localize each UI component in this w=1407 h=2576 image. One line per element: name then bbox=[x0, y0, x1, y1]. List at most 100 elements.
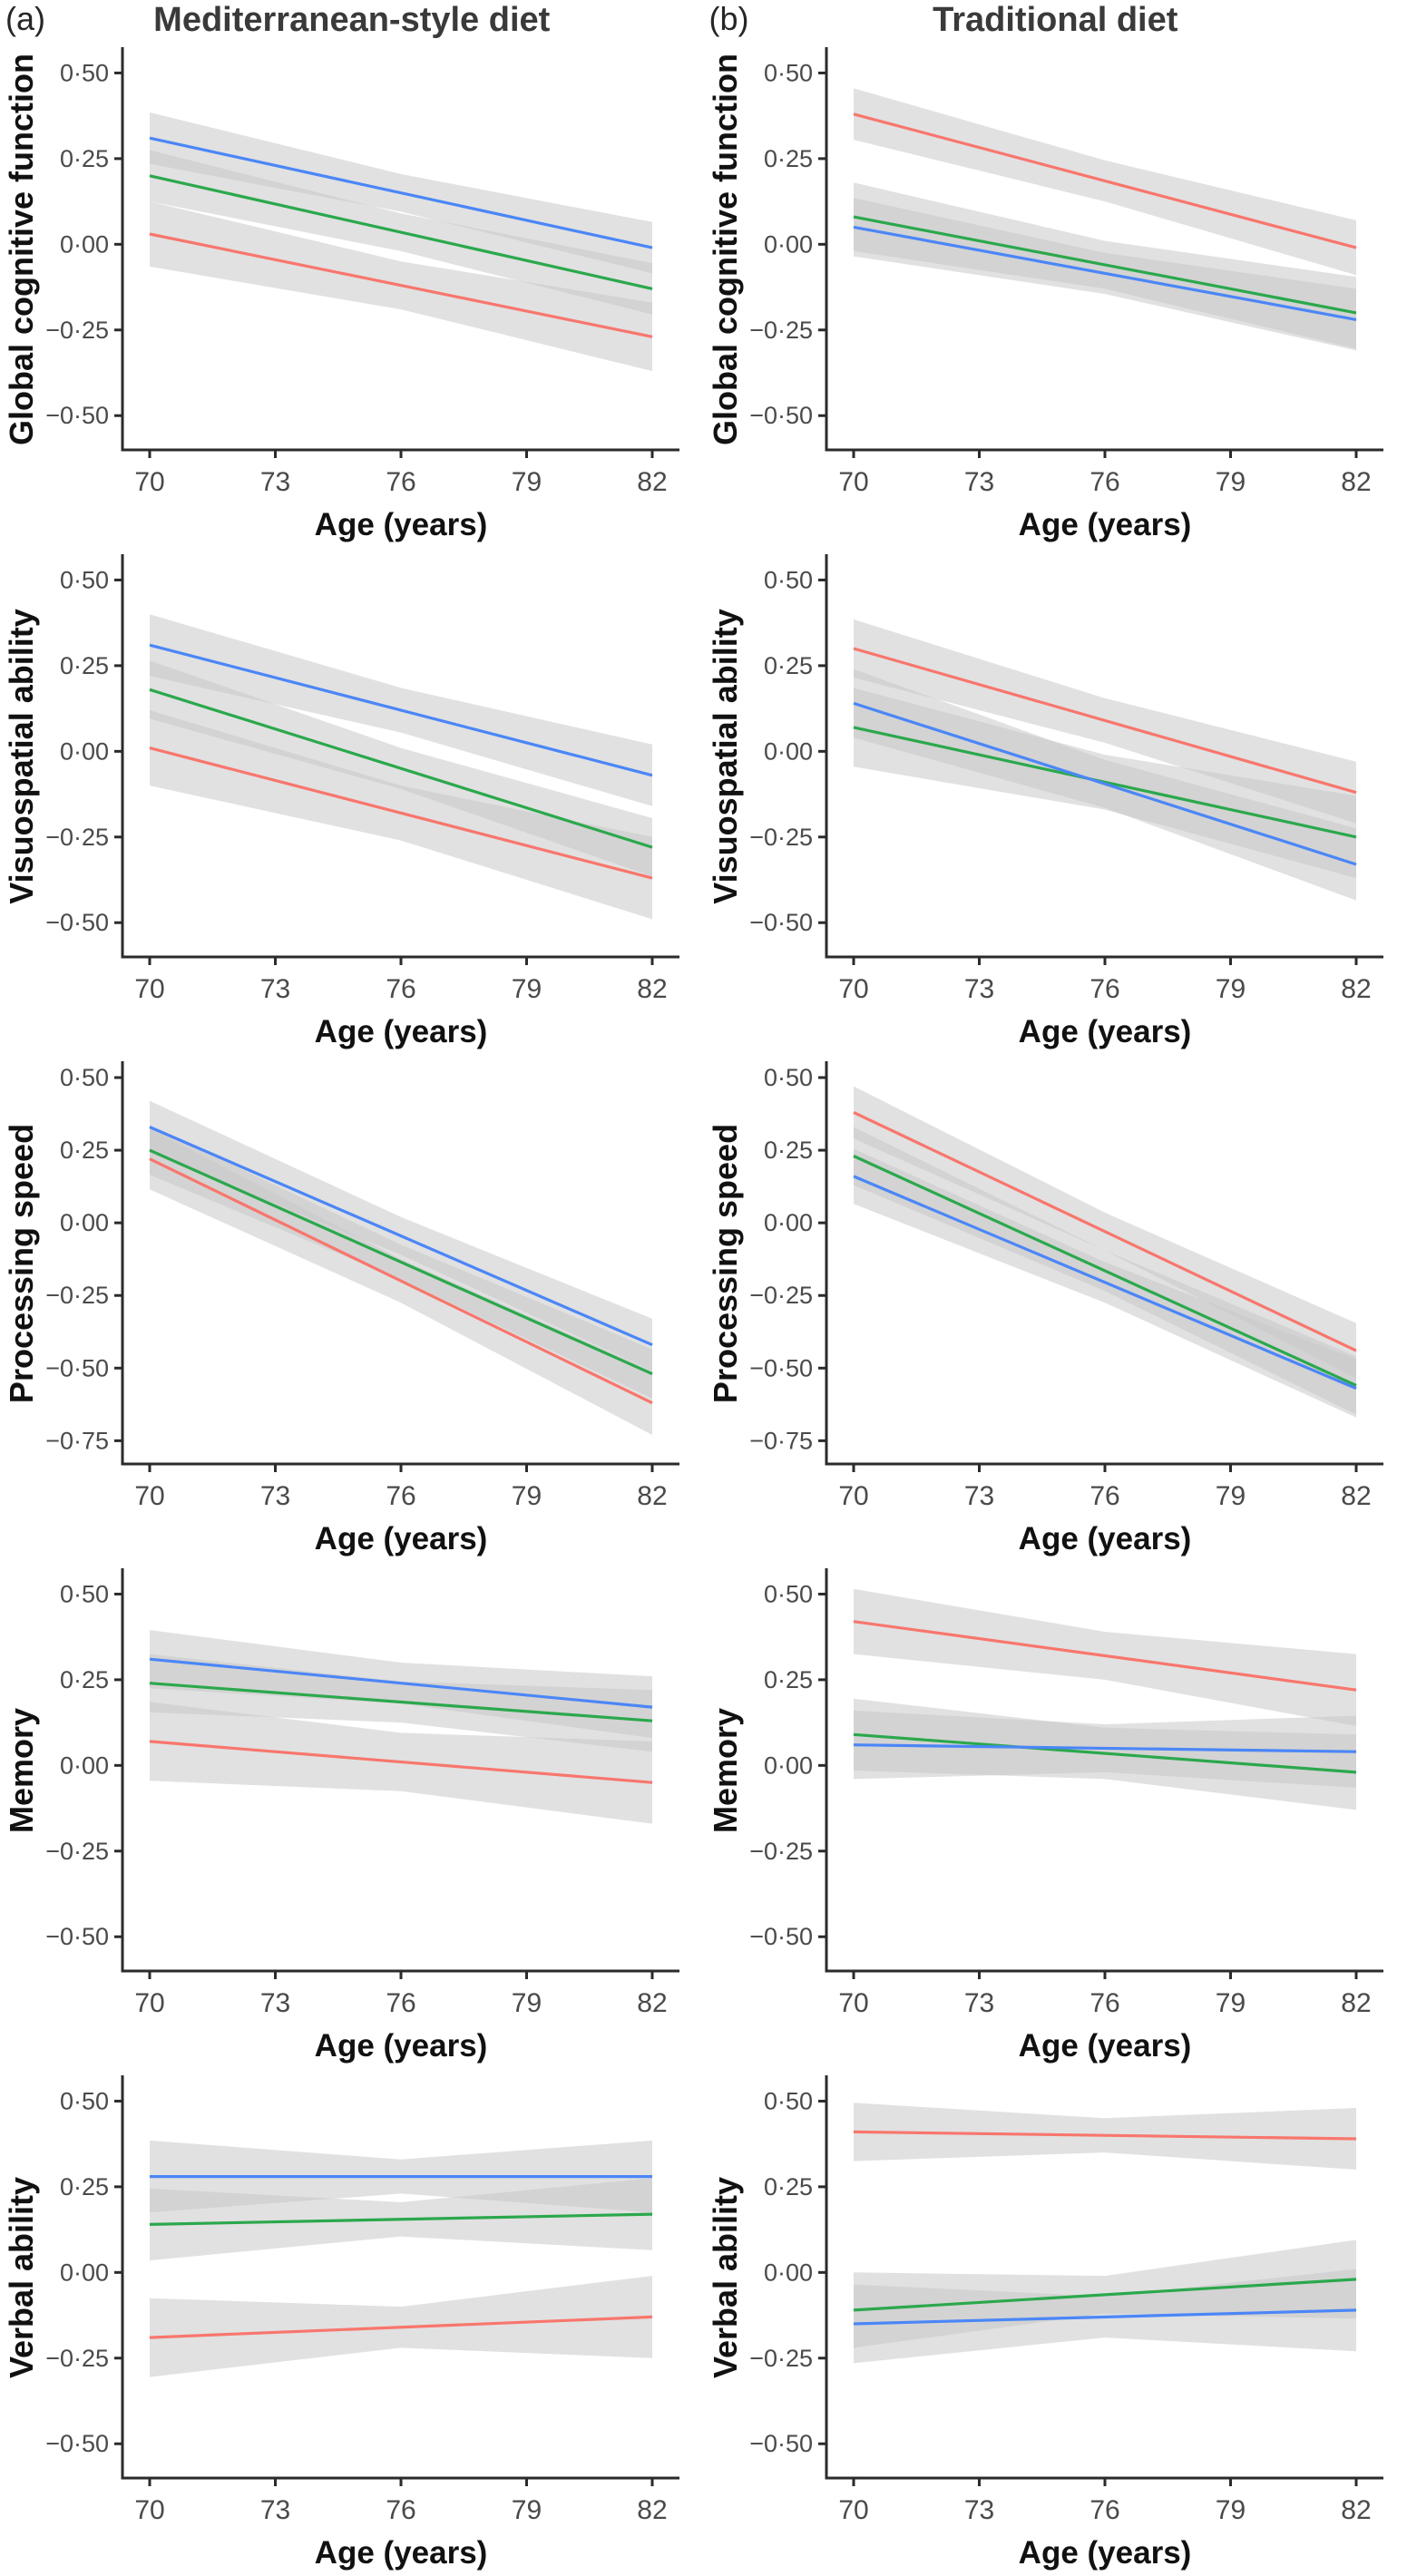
y-axis-tick-label: 0·25 bbox=[60, 1666, 109, 1693]
panel-b-memory: 0·50 0·25 0·00 −0·25 −0·50 70 73 76 79 82 Age (yea… bbox=[704, 1561, 1407, 2068]
y-axis-tick-label: −0·25 bbox=[45, 1838, 109, 1865]
series-line-red bbox=[149, 746, 653, 880]
y-axis-tick-label: 0·50 bbox=[763, 2087, 812, 2114]
series-line-red bbox=[852, 1110, 1357, 1352]
y-axis-tick-label: −0·50 bbox=[749, 909, 813, 936]
chart-svg: 0·50 0·25 0·00 −0·25 −0·50 70 73 76 79 82 Age (yea… bbox=[3, 554, 679, 1049]
y-axis-tick-label: 0·00 bbox=[60, 1751, 109, 1779]
series-line-green bbox=[149, 2212, 653, 2226]
series-line-red bbox=[149, 2315, 653, 2339]
y-axis-tick-label: −0·50 bbox=[45, 1354, 109, 1381]
x-axis-tick-label: 73 bbox=[260, 974, 290, 1004]
x-axis-tick-label: 70 bbox=[134, 1481, 164, 1511]
x-axis-tick-label: 76 bbox=[1089, 467, 1119, 497]
y-axis-title: Visuospatial ability bbox=[707, 609, 744, 903]
chart-svg: 0·50 0·25 0·00 −0·25 −0·50 70 73 76 79 82 Age (yea… bbox=[707, 2075, 1383, 2571]
x-axis-tick-label: 82 bbox=[1341, 1481, 1371, 1511]
y-axis-tick-label: −0·50 bbox=[45, 402, 109, 429]
series-line-blue bbox=[149, 1657, 653, 1709]
y-axis-tick-label: 0·25 bbox=[763, 1137, 812, 1164]
y-axis-tick-label: 0·50 bbox=[60, 566, 109, 593]
series-line-blue bbox=[149, 643, 653, 777]
chart-svg: 0·50 0·25 0·00 −0·25 −0·50 70 73 76 79 82 Age (yea… bbox=[3, 47, 679, 542]
y-axis-tick-label: 0·00 bbox=[60, 737, 109, 765]
series-line-red bbox=[853, 112, 1356, 249]
x-axis-title: Age (years) bbox=[1018, 2028, 1191, 2064]
x-axis-tick-label: 76 bbox=[386, 1988, 415, 2018]
y-axis-tick-label: 0·25 bbox=[60, 145, 109, 172]
x-axis-title: Age (years) bbox=[315, 1521, 488, 1556]
y-axis-tick-label: −0·50 bbox=[45, 1923, 109, 1950]
x-axis-tick-label: 79 bbox=[512, 1988, 542, 2018]
panel-b-label: (b) bbox=[708, 0, 749, 37]
series-line-blue bbox=[853, 1743, 1356, 1753]
header-cell-b: (b) Traditional diet bbox=[704, 0, 1407, 40]
series-line-blue bbox=[149, 136, 653, 249]
x-axis-tick-label: 82 bbox=[1341, 2495, 1371, 2525]
series-line-blue bbox=[852, 1175, 1357, 1390]
y-axis-tick-label: −0·50 bbox=[45, 909, 109, 936]
x-axis-tick-label: 82 bbox=[637, 467, 667, 497]
y-axis-title: Memory bbox=[707, 1708, 744, 1833]
y-axis-tick-label: −0·50 bbox=[45, 2430, 109, 2457]
series-line-blue bbox=[853, 701, 1356, 866]
x-axis-tick-label: 79 bbox=[1215, 467, 1245, 497]
x-axis-tick-label: 76 bbox=[386, 467, 415, 497]
y-axis-tick-label: −0·50 bbox=[749, 1354, 813, 1381]
x-axis-tick-label: 73 bbox=[260, 467, 290, 497]
x-axis-tick-label: 70 bbox=[134, 974, 164, 1004]
y-axis-title: Memory bbox=[3, 1708, 40, 1833]
x-axis-tick-label: 73 bbox=[963, 974, 993, 1004]
y-axis-tick-label: −0·25 bbox=[749, 1838, 813, 1865]
chart-svg: 0·50 0·25 0·00 −0·25 −0·50 70 73 76 79 82 Age (yea… bbox=[707, 47, 1383, 542]
panel-grid: 0·50 0·25 0·00 −0·25 −0·50 70 73 76 79 82 Age (yea… bbox=[0, 40, 1407, 2575]
y-axis-tick-label: −0·25 bbox=[749, 2345, 813, 2372]
header-cell-a: (a) Mediterranean-style diet bbox=[0, 0, 704, 40]
y-axis-tick-label: 0·50 bbox=[60, 1064, 109, 1091]
x-axis-tick-label: 79 bbox=[512, 2495, 542, 2525]
x-axis-tick-label: 82 bbox=[637, 1481, 667, 1511]
x-axis-tick-label: 79 bbox=[512, 974, 542, 1004]
series-line-red bbox=[853, 1620, 1356, 1692]
x-axis-tick-label: 82 bbox=[637, 1988, 667, 2018]
y-axis-tick-label: −0·50 bbox=[749, 402, 813, 429]
series-line-green bbox=[852, 1155, 1357, 1387]
y-axis-tick-label: 0·00 bbox=[763, 2259, 812, 2286]
y-axis-tick-label: −0·25 bbox=[45, 317, 109, 344]
series-line-red bbox=[149, 1157, 653, 1405]
series-line-green bbox=[853, 1732, 1356, 1774]
y-axis-title: Processing speed bbox=[3, 1124, 40, 1403]
x-axis-tick-label: 73 bbox=[963, 1988, 993, 2018]
x-axis-tick-label: 70 bbox=[134, 2495, 164, 2525]
y-axis-tick-label: 0·50 bbox=[60, 1580, 109, 1607]
y-axis-title: Global cognitive function bbox=[3, 54, 40, 445]
panel-b-visuospatial-ability: 0·50 0·25 0·00 −0·25 −0·50 70 73 76 79 82 Age (yea… bbox=[704, 547, 1407, 1054]
y-axis-title: Verbal ability bbox=[707, 2177, 744, 2378]
confidence-band-red bbox=[853, 1588, 1356, 1726]
x-axis-title: Age (years) bbox=[315, 1014, 488, 1049]
y-axis-tick-label: −0·50 bbox=[749, 2430, 813, 2457]
series-line-green bbox=[853, 215, 1356, 315]
series-line-red bbox=[149, 232, 653, 338]
y-axis-tick-label: −0·75 bbox=[45, 1427, 109, 1454]
series-line-green bbox=[149, 688, 653, 849]
y-axis-tick-label: 0·25 bbox=[763, 1666, 812, 1693]
y-axis-tick-label: −0·25 bbox=[45, 2345, 109, 2372]
y-axis-tick-label: 0·50 bbox=[60, 59, 109, 86]
y-axis-title: Global cognitive function bbox=[707, 54, 744, 445]
x-axis-title: Age (years) bbox=[1018, 2535, 1191, 2571]
y-axis-tick-label: 0·00 bbox=[60, 1209, 109, 1236]
column-title-traditional: Traditional diet bbox=[933, 1, 1178, 39]
y-axis-tick-label: −0·25 bbox=[45, 824, 109, 851]
x-axis-tick-label: 70 bbox=[838, 1481, 868, 1511]
series-line-green bbox=[149, 1682, 653, 1722]
x-axis-tick-label: 76 bbox=[1089, 1988, 1119, 2018]
x-axis-tick-label: 79 bbox=[1215, 974, 1245, 1004]
series-line-blue bbox=[853, 2308, 1356, 2326]
y-axis-title: Verbal ability bbox=[3, 2177, 40, 2378]
y-axis-tick-label: 0·00 bbox=[60, 230, 109, 258]
x-axis-tick-label: 73 bbox=[963, 2495, 993, 2525]
series-line-red bbox=[853, 2130, 1356, 2141]
y-axis-tick-label: 0·25 bbox=[763, 2173, 812, 2200]
